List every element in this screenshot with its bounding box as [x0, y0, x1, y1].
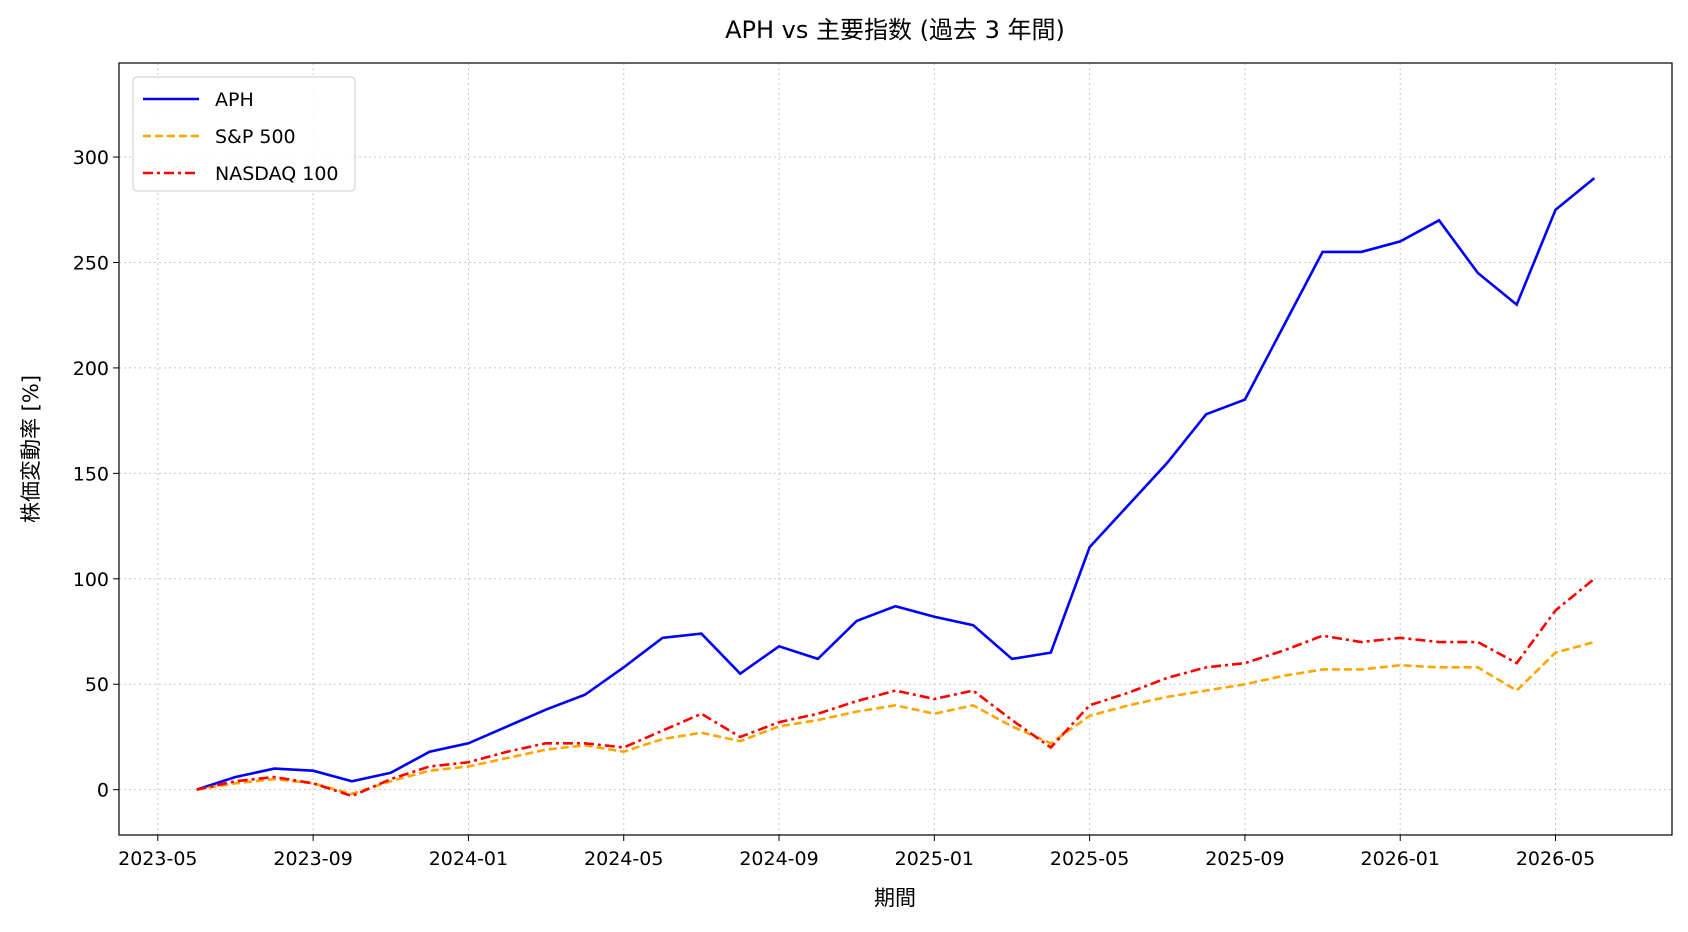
chart-title: APH vs 主要指数 (過去 3 年間)	[725, 16, 1065, 44]
series-line	[196, 640, 1595, 796]
x-axis-title: 期間	[874, 886, 916, 910]
x-tick-label: 2024-01	[429, 848, 508, 870]
y-tick-label: 100	[73, 569, 109, 591]
y-tick-label: 50	[85, 674, 109, 696]
y-tick-label: 200	[73, 358, 109, 380]
x-tick-label: 2024-05	[584, 848, 663, 870]
x-tick-label: 2024-09	[739, 848, 818, 870]
x-tick-label: 2026-05	[1516, 848, 1595, 870]
y-axis-title: 株価変動率 [%]	[19, 375, 43, 523]
legend-label: NASDAQ 100	[215, 163, 339, 185]
x-tick-label: 2025-01	[895, 848, 974, 870]
series-line	[196, 577, 1596, 798]
series-line	[196, 177, 1596, 791]
y-tick-label: 300	[73, 147, 109, 169]
y-tick-label: 150	[73, 463, 109, 485]
legend-label: APH	[215, 89, 254, 111]
x-tick-label: 2023-05	[118, 848, 197, 870]
x-tick-label: 2025-09	[1205, 848, 1284, 870]
legend-box	[132, 76, 356, 192]
legend-label: S&P 500	[215, 126, 296, 148]
x-tick-label: 2023-09	[273, 848, 352, 870]
x-tick-label: 2026-01	[1361, 848, 1440, 870]
plot-frame	[118, 62, 1673, 836]
y-tick-label: 0	[97, 780, 109, 802]
y-tick-label: 250	[73, 252, 109, 274]
x-tick-label: 2025-05	[1050, 848, 1129, 870]
